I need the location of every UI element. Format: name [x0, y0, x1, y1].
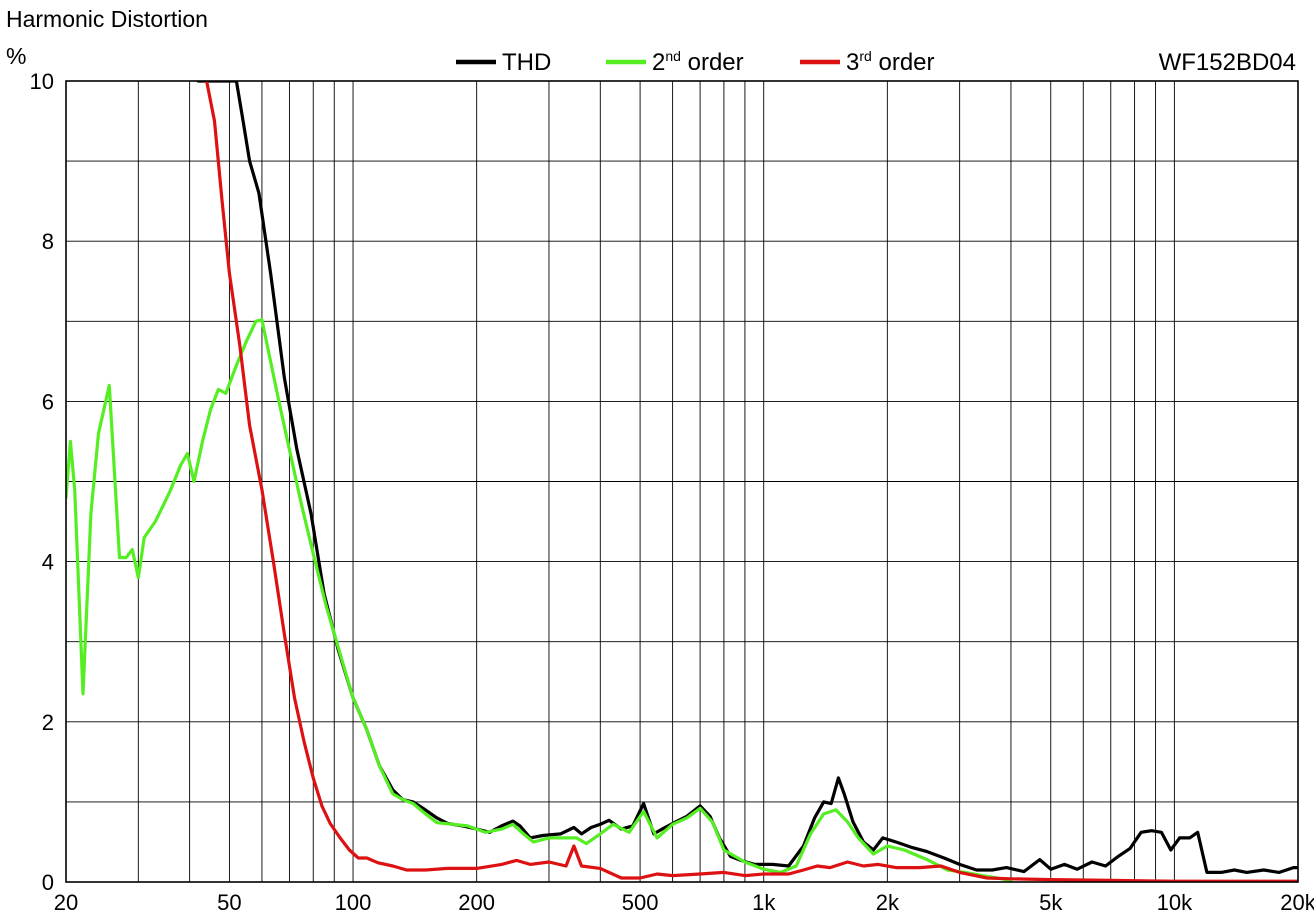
plot-frame	[65, 80, 1299, 883]
y-tick-label: 10	[30, 69, 54, 94]
model-label: WF152BD04	[1159, 49, 1296, 76]
legend-label-superscript: rd	[859, 48, 871, 64]
y-tick-label: 2	[42, 710, 54, 735]
legend-label-base: 3	[846, 49, 859, 76]
x-tick-label: 5k	[1039, 890, 1063, 915]
x-tick-label: 2k	[876, 890, 900, 915]
x-tick-label: 200	[458, 890, 495, 915]
y-tick-label: 8	[42, 229, 54, 254]
legend-label-thd: THD	[502, 49, 551, 76]
legend: THD 2nd order 3rd order	[456, 48, 935, 76]
y-axis-label: %	[6, 43, 26, 69]
y-tick-label: 0	[42, 870, 54, 895]
x-tick-label: 50	[217, 890, 241, 915]
legend-label-3rd-order: 3rd order	[846, 48, 935, 76]
legend-label-base: 2	[652, 49, 665, 76]
series-line-2nd-order	[66, 318, 1013, 882]
x-axis-ticks: 20 50 100 200 500 1k 2k 5k 10k 20k	[54, 890, 1314, 915]
x-tick-label: 500	[622, 890, 659, 915]
x-tick-label: 20k	[1280, 890, 1314, 915]
legend-label-suffix: order	[681, 49, 744, 76]
legend-label-superscript: nd	[665, 48, 681, 64]
plot-area	[66, 81, 1298, 882]
legend-label-2nd-order: 2nd order	[652, 48, 744, 76]
legend-label-base: THD	[502, 49, 551, 76]
y-tick-label: 4	[42, 550, 54, 575]
series-line-3rd-order	[205, 81, 1298, 882]
x-tick-label: 20	[54, 890, 78, 915]
x-tick-label: 100	[335, 890, 372, 915]
y-axis-ticks: 0 2 4 6 8 10	[30, 69, 54, 895]
x-tick-label: 10k	[1157, 890, 1193, 915]
series-line-thd	[196, 81, 1298, 874]
y-tick-label: 6	[42, 389, 54, 414]
chart-title: Harmonic Distortion	[6, 6, 208, 32]
grid	[65, 80, 1299, 882]
legend-label-suffix: order	[872, 49, 935, 76]
x-tick-label: 1k	[752, 890, 776, 915]
